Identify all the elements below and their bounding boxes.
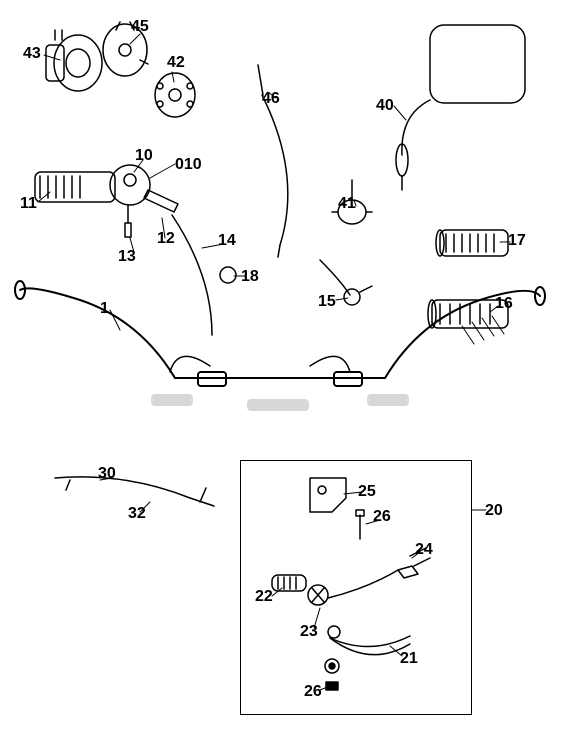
callout-45: 45 [131, 18, 149, 36]
callout-10: 10 [135, 147, 153, 165]
callout-010: 010 [175, 156, 202, 174]
callout-13: 13 [118, 248, 136, 266]
callout-18: 18 [241, 268, 259, 286]
callout-20: 20 [485, 502, 503, 520]
part-40 [396, 25, 525, 190]
callout-46: 46 [262, 90, 280, 108]
callout-15: 15 [318, 293, 336, 311]
callout-41: 41 [338, 195, 356, 213]
callout-43: 43 [23, 45, 41, 63]
callout-24: 24 [415, 541, 433, 559]
part-42 [155, 73, 195, 117]
callout-23: 23 [300, 623, 318, 641]
callout-11: 11 [20, 195, 37, 213]
callout-14: 14 [218, 232, 236, 250]
part-43 [46, 30, 102, 91]
callout-26a: 26 [373, 508, 391, 526]
part-17 [436, 230, 508, 256]
inset-box [240, 460, 472, 715]
callout-12: 12 [157, 230, 175, 248]
callout-25: 25 [358, 483, 376, 501]
part-30-32 [55, 477, 214, 506]
callout-22: 22 [255, 588, 273, 606]
callout-42: 42 [167, 54, 185, 72]
callout-26b: 26 [304, 683, 322, 701]
callout-16: 16 [495, 295, 513, 313]
callout-21: 21 [400, 650, 418, 668]
callout-40: 40 [376, 97, 394, 115]
callout-30: 30 [98, 465, 116, 483]
callout-17: 17 [508, 232, 526, 250]
callout-1: 1 [100, 300, 109, 318]
part-left-control [35, 165, 178, 237]
callout-32: 32 [128, 505, 146, 523]
